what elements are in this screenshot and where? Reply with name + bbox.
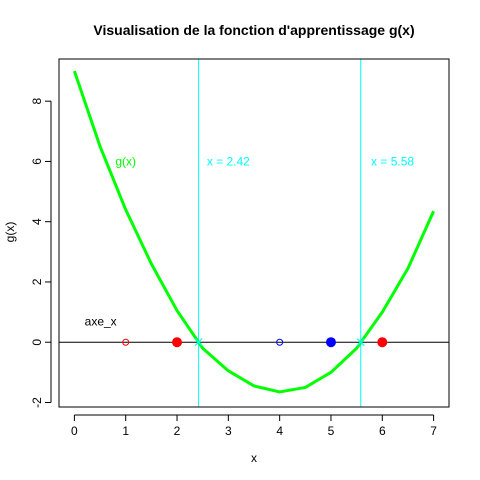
series-label: g(x) bbox=[115, 154, 136, 168]
x-tick-label: 3 bbox=[225, 424, 232, 438]
y-axis: -2 0 2 4 6 8 bbox=[30, 98, 52, 408]
y-tick-label: 8 bbox=[30, 98, 44, 105]
root-marker bbox=[194, 338, 203, 347]
root-marker-stroke bbox=[194, 338, 203, 347]
y-tick-label: 2 bbox=[30, 278, 44, 285]
chart-title: Visualisation de la fonction d'apprentis… bbox=[93, 22, 414, 38]
y-axis-label: g(x) bbox=[3, 222, 17, 243]
data-point bbox=[172, 337, 183, 348]
x-tick-label: 5 bbox=[328, 424, 335, 438]
x-tick-label: 6 bbox=[379, 424, 386, 438]
plot-area: 0 1 2 3 4 5 6 7 -2 0 2 4 6 8 axe_x x = 2.42 x = 5.58 g(x) bbox=[30, 58, 450, 438]
vertical-line-label: x = 5.58 bbox=[371, 154, 414, 168]
root-marker bbox=[356, 338, 365, 347]
y-tick-label: 6 bbox=[30, 158, 44, 165]
root-marker-stroke bbox=[356, 338, 365, 347]
horizontal-axis-label: axe_x bbox=[85, 315, 117, 329]
x-axis: 0 1 2 3 4 5 6 7 bbox=[71, 414, 437, 438]
x-tick-label: 7 bbox=[430, 424, 437, 438]
y-tick-label: -2 bbox=[30, 397, 44, 408]
x-tick-label: 2 bbox=[174, 424, 181, 438]
plot-content bbox=[59, 59, 449, 407]
x-tick-label: 4 bbox=[276, 424, 283, 438]
data-point bbox=[276, 338, 284, 346]
x-tick-label: 0 bbox=[71, 424, 78, 438]
vertical-line-label: x = 2.42 bbox=[207, 154, 250, 168]
data-point bbox=[325, 337, 336, 348]
y-tick-label: 4 bbox=[30, 218, 44, 225]
y-tick-label: 0 bbox=[30, 339, 44, 346]
x-tick-label: 1 bbox=[122, 424, 129, 438]
data-point bbox=[377, 337, 388, 348]
data-point bbox=[122, 338, 130, 346]
x-axis-label: x bbox=[251, 451, 257, 465]
plot-frame bbox=[58, 58, 450, 408]
series-line-gx bbox=[72, 70, 435, 394]
